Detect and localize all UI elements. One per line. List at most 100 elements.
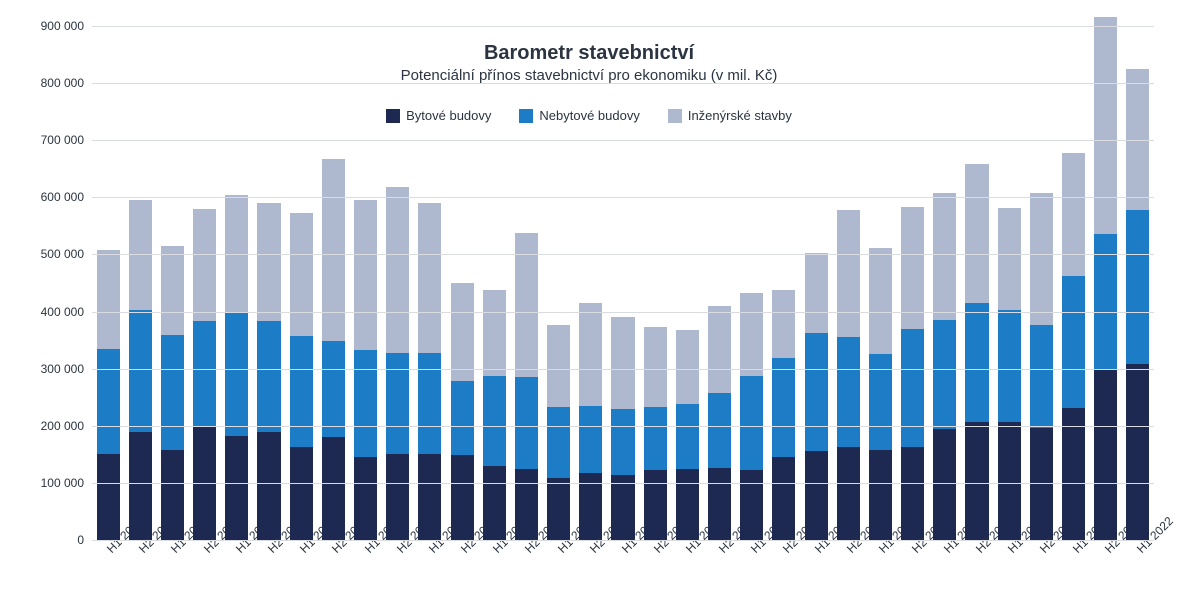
bar-segment [998, 310, 1021, 421]
bar-segment [708, 393, 731, 468]
bar-segment [740, 293, 763, 376]
bar-segment [322, 341, 345, 437]
bar-segment [869, 450, 892, 540]
gridline [92, 83, 1154, 84]
bar-segment [161, 335, 184, 450]
bar-segment [483, 290, 506, 376]
gridline [92, 483, 1154, 484]
bar-column: H2 2006 [129, 26, 152, 540]
bar-segment [290, 447, 313, 540]
bar-segment [1126, 210, 1149, 364]
bar-segment [901, 329, 924, 448]
y-axis-label: 800 000 [41, 76, 92, 90]
bar-column: H1 2007 [161, 26, 184, 540]
bar-segment [257, 321, 280, 431]
bar-segment [97, 454, 120, 540]
bar-column: H2 2020 [1030, 26, 1053, 540]
bar-segment [451, 381, 474, 455]
bar-column: H1 2006 [97, 26, 120, 540]
bar-segment [676, 469, 699, 540]
bar-segment [547, 478, 570, 540]
y-axis-label: 300 000 [41, 362, 92, 376]
bar-segment [805, 451, 828, 540]
bar-segment [483, 466, 506, 540]
bar-segment [837, 337, 860, 447]
gridline [92, 312, 1154, 313]
bar-segment [515, 469, 538, 540]
bar-column: H1 2017 [805, 26, 828, 540]
bar-segment [161, 450, 184, 540]
bar-segment [933, 320, 956, 429]
gridline [92, 254, 1154, 255]
bar-segment [772, 358, 795, 457]
gridline [92, 26, 1154, 27]
bar-segment [354, 457, 377, 540]
bar-segment [611, 409, 634, 476]
bar-segment [129, 432, 152, 541]
bar-segment [129, 310, 152, 432]
gridline [92, 140, 1154, 141]
bar-column: H1 2013 [547, 26, 570, 540]
bar-segment [225, 312, 248, 437]
gridline [92, 197, 1154, 198]
bar-segment [1094, 369, 1117, 540]
bar-column: H2 2011 [451, 26, 474, 540]
gridline [92, 369, 1154, 370]
bar-column: H2 2018 [901, 26, 924, 540]
bar-segment [901, 447, 924, 540]
bar-segment [579, 406, 602, 473]
bar-column: H1 2008 [225, 26, 248, 540]
bar-segment [644, 407, 667, 470]
bar-column: H2 2021 [1094, 26, 1117, 540]
bar-segment [547, 407, 570, 478]
bar-segment [451, 455, 474, 540]
bar-segment [386, 454, 409, 540]
bar-column: H1 2010 [354, 26, 377, 540]
bar-segment [161, 246, 184, 335]
bar-segment [483, 376, 506, 466]
y-axis-label: 900 000 [41, 19, 92, 33]
bar-column: H2 2013 [579, 26, 602, 540]
bar-column: H2 2012 [515, 26, 538, 540]
bar-segment [193, 321, 216, 426]
bar-segment [354, 200, 377, 350]
bar-column: H2 2016 [772, 26, 795, 540]
bar-segment [97, 250, 120, 349]
bar-segment [644, 327, 667, 407]
bar-column: H1 2012 [483, 26, 506, 540]
bar-column: H1 2022 [1126, 26, 1149, 540]
bar-segment [933, 193, 956, 320]
bar-segment [708, 468, 731, 540]
bar-segment [740, 376, 763, 470]
bar-segment [901, 207, 924, 329]
bar-segment [772, 457, 795, 540]
bar-segment [1062, 276, 1085, 407]
y-axis-label: 200 000 [41, 419, 92, 433]
bar-segment [451, 283, 474, 381]
bar-segment [579, 303, 602, 406]
bar-segment [418, 203, 441, 353]
bar-column: H1 2020 [998, 26, 1021, 540]
bar-segment [225, 436, 248, 540]
bar-segment [837, 210, 860, 337]
gridline [92, 540, 1154, 541]
bar-segment [322, 437, 345, 540]
bar-column: H2 2017 [837, 26, 860, 540]
bar-segment [1094, 17, 1117, 234]
bar-column: H1 2019 [933, 26, 956, 540]
bar-column: H1 2016 [740, 26, 763, 540]
bar-segment [644, 470, 667, 540]
bar-segment [1030, 325, 1053, 428]
bar-segment [1126, 364, 1149, 540]
y-axis-label: 400 000 [41, 305, 92, 319]
bar-segment [547, 325, 570, 407]
plot-area: H1 2006H2 2006H1 2007H2 2007H1 2008H2 20… [92, 26, 1154, 540]
bar-column: H1 2014 [611, 26, 634, 540]
bar-segment [708, 306, 731, 393]
bar-segment [740, 470, 763, 540]
bar-column: H1 2011 [418, 26, 441, 540]
bar-segment [97, 349, 120, 455]
bar-segment [290, 213, 313, 336]
bar-segment [998, 208, 1021, 311]
bar-segment [869, 248, 892, 355]
